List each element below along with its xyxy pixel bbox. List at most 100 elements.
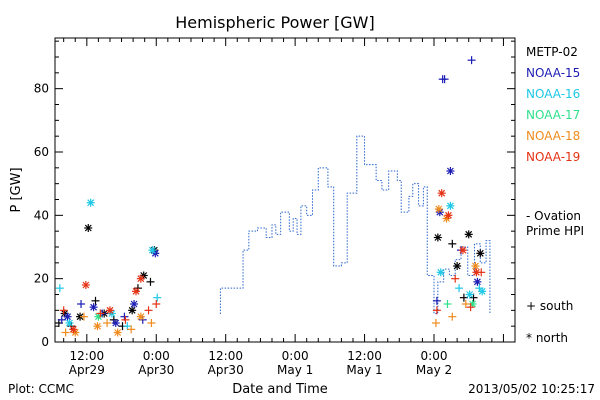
- data-point: [63, 312, 72, 321]
- data-point: [451, 274, 460, 283]
- data-point: [59, 306, 68, 315]
- data-point: [436, 268, 445, 277]
- data-point: [458, 246, 467, 255]
- data-point: [467, 56, 476, 65]
- data-point: [437, 189, 446, 198]
- data-point: [431, 319, 440, 327]
- y-tick-label: 0: [41, 335, 49, 349]
- data-point: [81, 281, 90, 289]
- data-point: [84, 224, 93, 232]
- data-point: [448, 239, 457, 248]
- data-point: [448, 312, 457, 321]
- data-point: [432, 296, 441, 305]
- data-point: [148, 246, 157, 255]
- data-point: [152, 300, 161, 308]
- y-tick-label: 60: [34, 145, 49, 159]
- data-point: [132, 287, 141, 296]
- legend-item: NOAA-16: [526, 87, 580, 101]
- x-tick-label: 12:00: [347, 349, 382, 363]
- y-axis-ticks: 0 20 40 60 80: [34, 40, 515, 349]
- data-point: [453, 262, 462, 270]
- data-point: [473, 277, 482, 286]
- x-tick-label: 0:00: [421, 349, 448, 363]
- data-point: [466, 303, 475, 312]
- data-point: [127, 325, 136, 334]
- data-point: [444, 211, 453, 220]
- plot-frame: [54, 37, 516, 343]
- data-point: [61, 328, 70, 337]
- data-point: [478, 287, 487, 296]
- legend-item: NOAA-19: [526, 150, 580, 164]
- data-point: [443, 300, 452, 308]
- data-point: [128, 306, 137, 315]
- x-tick-label: 0:00: [143, 349, 170, 363]
- data-point: [91, 296, 100, 305]
- x-tick-label: Apr30: [138, 363, 174, 377]
- data-point: [77, 300, 86, 308]
- data-point: [136, 274, 145, 283]
- data-point: [153, 293, 162, 302]
- scatter-points: [54, 56, 487, 337]
- legend-item: NOAA-18: [526, 129, 580, 143]
- x-tick-label: May 1: [346, 363, 382, 377]
- legend-item: METP-02: [526, 45, 578, 59]
- ovation-legend: - Ovation Prime HPI: [526, 209, 584, 238]
- data-point: [65, 319, 74, 327]
- x-tick-label: Apr30: [208, 363, 244, 377]
- data-point: [446, 201, 455, 210]
- data-point: [69, 325, 78, 334]
- legend-item: NOAA-17: [526, 108, 580, 122]
- data-point: [105, 306, 114, 315]
- legend-item: NOAA-15: [526, 66, 580, 80]
- chart-title: Hemispheric Power [GW]: [175, 13, 374, 32]
- data-point: [465, 290, 474, 299]
- data-point: [455, 284, 464, 293]
- data-point: [459, 293, 468, 302]
- y-tick-label: 40: [34, 208, 49, 222]
- data-point: [476, 249, 485, 258]
- data-point: [57, 315, 66, 324]
- data-point: [136, 312, 145, 321]
- data-point: [121, 315, 130, 324]
- data-point: [477, 268, 486, 277]
- data-point: [89, 303, 98, 312]
- data-point: [147, 319, 156, 327]
- x-tick-label: Apr29: [69, 363, 105, 377]
- footer-left: Plot: CCMC: [8, 382, 74, 396]
- data-point: [96, 309, 105, 318]
- ovation-series-line: [219, 135, 491, 314]
- x-tick-label: 0:00: [282, 349, 309, 363]
- data-point: [86, 198, 95, 207]
- data-point: [446, 167, 455, 175]
- data-point: [434, 205, 443, 213]
- data-point: [130, 300, 139, 308]
- ovation-legend-line2: Prime HPI: [526, 224, 584, 238]
- marker-legend: + south * north: [526, 299, 573, 345]
- data-point: [440, 75, 449, 84]
- data-point: [113, 328, 122, 337]
- data-point: [433, 233, 442, 242]
- x-tick-label: 12:00: [208, 349, 243, 363]
- data-point: [55, 284, 64, 293]
- y-axis-label: P [GW]: [9, 167, 24, 212]
- marker-legend-south: + south: [526, 299, 573, 313]
- x-tick-label: May 1: [277, 363, 313, 377]
- x-axis-label: Date and Time: [232, 382, 328, 397]
- data-point: [103, 319, 112, 327]
- marker-legend-north: * north: [526, 331, 568, 345]
- data-point: [464, 230, 473, 239]
- data-point: [461, 300, 470, 308]
- data-point: [93, 322, 102, 331]
- y-tick-label: 80: [34, 82, 49, 96]
- x-tick-label: May 2: [416, 363, 452, 377]
- data-point: [432, 306, 441, 315]
- data-point: [144, 306, 153, 315]
- data-point: [111, 319, 120, 327]
- x-tick-label: 12:00: [70, 349, 105, 363]
- y-tick-label: 20: [34, 272, 49, 286]
- footer-right: 2013/05/02 10:25:17: [468, 382, 595, 396]
- data-point: [471, 262, 480, 270]
